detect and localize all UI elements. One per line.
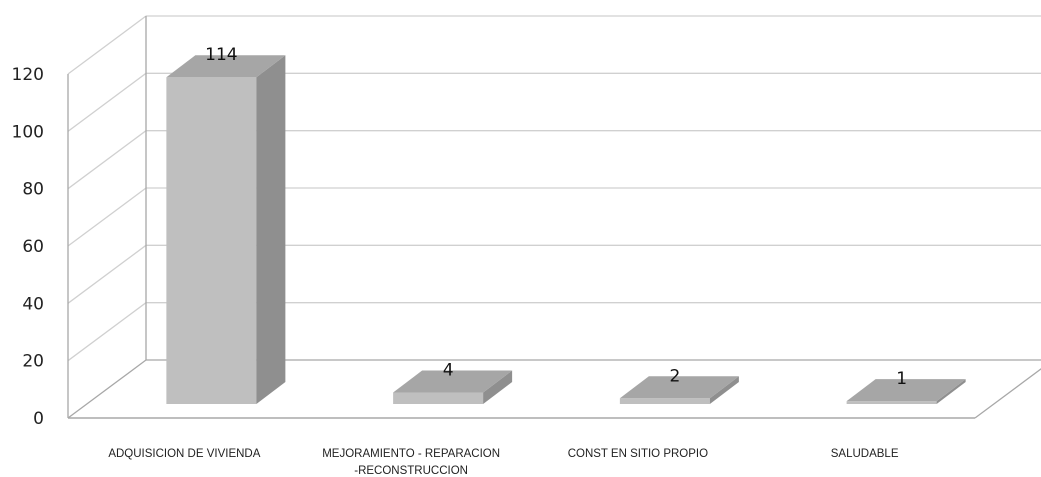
- bar: [166, 55, 286, 404]
- category-label: SALUDABLE: [831, 448, 899, 460]
- bar-front: [393, 392, 484, 404]
- gridline-diagonal: [67, 187, 147, 247]
- y-tick-label: 120: [12, 65, 44, 85]
- y-axis-ticks: 0 20 40 60 80 100 120: [12, 65, 44, 429]
- y-tick-label: 0: [33, 409, 44, 429]
- data-label: 4: [443, 361, 454, 381]
- bar-front: [846, 401, 937, 404]
- bar-side: [709, 376, 739, 404]
- bar: [846, 379, 966, 404]
- data-label: 2: [669, 366, 680, 386]
- bars: 114 4 2 1: [166, 45, 966, 404]
- bar-front: [166, 77, 257, 404]
- category-label: -RECONSTRUCCION: [354, 465, 468, 477]
- gridline-diagonal: [67, 72, 147, 132]
- y-tick-label: 60: [22, 237, 44, 257]
- gridline-diagonal: [67, 302, 147, 362]
- y-tick-label: 40: [22, 294, 44, 314]
- bar: [393, 370, 513, 404]
- y-tick-label: 20: [22, 352, 44, 372]
- category-label: CONST EN SITIO PROPIO: [568, 448, 708, 460]
- gridline-diagonal: [67, 244, 147, 304]
- y-tick-label: 80: [22, 180, 44, 200]
- bar-side: [483, 370, 513, 404]
- category-label: ADQUISICION DE VIVIENDA: [108, 448, 260, 460]
- floor-left-edge: [67, 359, 147, 419]
- bar-side: [256, 55, 286, 404]
- bar-top: [846, 379, 966, 402]
- bar-front: [619, 398, 710, 404]
- data-label: 1: [896, 369, 907, 389]
- floor-right-edge: [974, 368, 1041, 419]
- category-labels: ADQUISICION DE VIVIENDA MEJORAMIENTO - RE…: [108, 448, 898, 477]
- gridline-diagonal: [67, 15, 147, 75]
- bar-top: [166, 55, 286, 78]
- chart-walls: [67, 15, 1041, 419]
- y-tick-label: 100: [12, 122, 44, 142]
- data-label: 114: [205, 45, 237, 65]
- bar-top: [619, 376, 739, 399]
- bar-top: [393, 370, 513, 393]
- bar: [619, 376, 739, 404]
- gridline-diagonal: [67, 130, 147, 190]
- category-label: MEJORAMIENTO - REPARACION: [322, 448, 500, 460]
- bar-side: [936, 379, 966, 404]
